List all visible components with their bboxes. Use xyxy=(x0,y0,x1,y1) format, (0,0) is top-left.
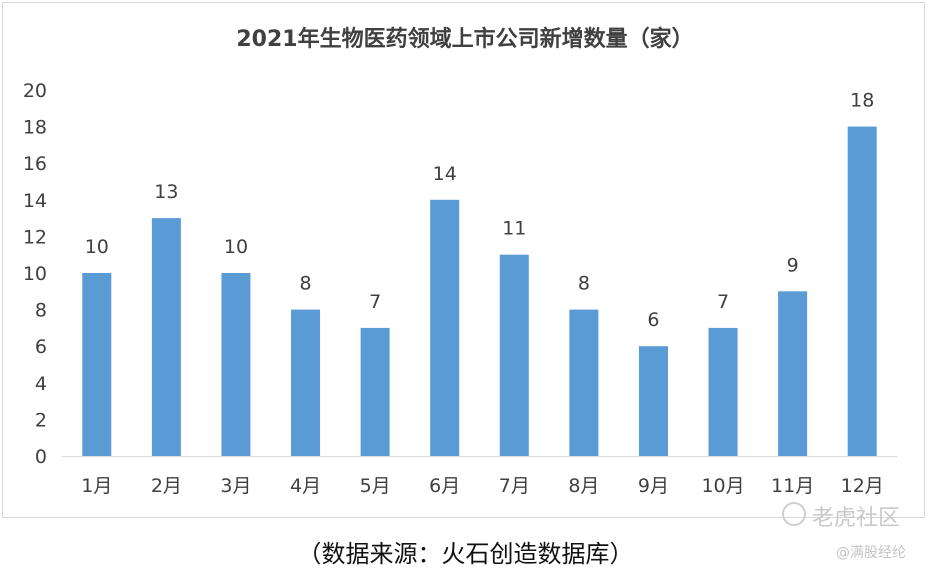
x-tick-label: 9月 xyxy=(638,475,669,497)
chart-frame xyxy=(2,2,925,518)
bars: 10 13 10 8 7 14 11 8 6 7 9 18 xyxy=(82,90,877,457)
x-tick-label: 4月 xyxy=(290,475,321,497)
watermark-logo-icon xyxy=(782,502,806,526)
x-axis: 1月 2月 3月 4月 5月 6月 7月 8月 9月 10月 11月 12月 xyxy=(62,456,897,497)
y-tick-label: 14 xyxy=(23,190,47,212)
x-tick-label: 7月 xyxy=(499,475,530,497)
data-label: 18 xyxy=(850,90,874,112)
y-axis: 0 2 4 6 8 10 12 14 16 18 20 xyxy=(23,80,47,468)
bar xyxy=(151,218,181,456)
data-label: 8 xyxy=(299,273,311,295)
bar xyxy=(360,327,390,456)
watermark-sub: @满股经纶 xyxy=(836,545,906,561)
data-label: 13 xyxy=(154,181,178,203)
data-label: 14 xyxy=(433,163,457,185)
y-tick-label: 20 xyxy=(23,80,47,102)
bar xyxy=(430,199,460,457)
data-label: 11 xyxy=(502,218,526,240)
data-label: 8 xyxy=(578,273,590,295)
y-tick-label: 6 xyxy=(35,336,47,358)
data-label: 9 xyxy=(787,254,799,276)
y-tick-label: 8 xyxy=(35,300,47,322)
y-tick-label: 12 xyxy=(23,226,47,248)
watermark-main: 老虎社区 xyxy=(812,506,901,531)
data-label: 10 xyxy=(85,236,109,258)
y-tick-label: 4 xyxy=(35,373,47,395)
data-label: 7 xyxy=(369,291,381,313)
x-tick-label: 2月 xyxy=(151,475,182,497)
x-tick-label: 10月 xyxy=(701,475,744,497)
bar xyxy=(778,291,808,456)
bar xyxy=(82,273,112,456)
y-tick-label: 10 xyxy=(23,263,47,285)
bar xyxy=(291,309,321,456)
source-note: （数据来源：火石创造数据库） xyxy=(297,540,634,568)
bar xyxy=(221,273,251,456)
data-label: 7 xyxy=(717,291,729,313)
bar xyxy=(708,327,738,456)
x-tick-label: 6月 xyxy=(429,475,460,497)
y-tick-label: 16 xyxy=(23,153,47,175)
x-tick-label: 12月 xyxy=(841,475,884,497)
chart-title: 2021年生物医药领域上市公司新增数量（家） xyxy=(236,26,693,52)
x-tick-label: 1月 xyxy=(81,475,112,497)
y-tick-label: 18 xyxy=(23,117,47,139)
x-tick-label: 3月 xyxy=(220,475,251,497)
data-label: 6 xyxy=(647,309,659,331)
bar xyxy=(499,254,529,456)
x-tick-label: 8月 xyxy=(568,475,599,497)
bar-chart: 2021年生物医药领域上市公司新增数量（家） 0 2 4 6 8 10 12 14 16 18 20… xyxy=(23,26,897,497)
data-label: 10 xyxy=(224,236,248,258)
bar xyxy=(638,346,668,456)
y-tick-label: 2 xyxy=(35,409,47,431)
bar xyxy=(569,309,599,456)
bar xyxy=(847,126,877,456)
y-tick-label: 0 xyxy=(35,446,47,468)
x-tick-label: 5月 xyxy=(360,475,391,497)
x-tick-label: 11月 xyxy=(771,475,814,497)
